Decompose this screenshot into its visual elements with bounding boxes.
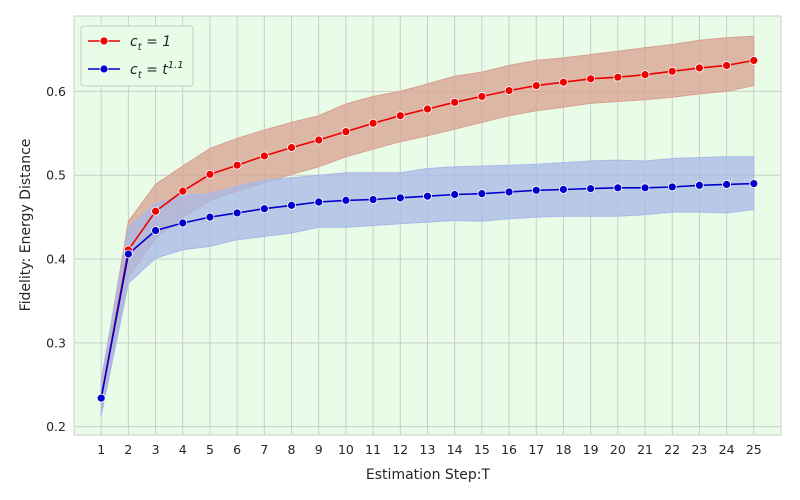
data-point bbox=[314, 197, 324, 207]
data-point bbox=[749, 179, 759, 189]
x-tick-label: 15 bbox=[474, 442, 490, 457]
x-tick-label: 5 bbox=[206, 442, 214, 457]
x-tick-label: 12 bbox=[392, 442, 408, 457]
data-point bbox=[477, 92, 487, 101]
data-point bbox=[341, 195, 351, 205]
legend-swatch-marker bbox=[99, 64, 109, 74]
y-tick-label: 0.3 bbox=[46, 335, 66, 350]
data-point bbox=[531, 81, 541, 90]
x-tick-label: 16 bbox=[501, 442, 517, 457]
x-tick-label: 23 bbox=[691, 442, 707, 457]
plot-frame bbox=[73, 15, 782, 436]
x-tick-label: 21 bbox=[637, 442, 653, 457]
data-point bbox=[477, 189, 487, 199]
x-tick-label: 1 bbox=[97, 442, 105, 457]
data-point bbox=[96, 393, 106, 403]
x-tick-label: 2 bbox=[124, 442, 132, 457]
data-point bbox=[559, 185, 568, 194]
x-tick-label: 24 bbox=[719, 442, 735, 457]
data-point bbox=[423, 104, 432, 114]
legend-label: ct = t1.1 bbox=[130, 60, 184, 81]
data-point bbox=[586, 74, 596, 84]
data-point bbox=[559, 77, 568, 87]
data-point bbox=[504, 86, 514, 95]
data-point bbox=[722, 180, 732, 189]
data-point bbox=[504, 187, 514, 197]
x-tick-label: 4 bbox=[179, 442, 187, 457]
data-point bbox=[123, 249, 133, 259]
data-point bbox=[178, 186, 188, 196]
legend-label: ct = 1 bbox=[130, 34, 171, 53]
data-point bbox=[423, 191, 432, 201]
data-point bbox=[205, 169, 215, 179]
data-point bbox=[368, 118, 378, 128]
data-point bbox=[450, 190, 460, 199]
data-point bbox=[395, 193, 405, 203]
y-tick-labels: 0.2 0.3 0.4 0.5 0.6 bbox=[46, 84, 66, 434]
x-tick-label: 25 bbox=[746, 442, 762, 457]
legend: ct = 1 ct = t1.1 bbox=[80, 25, 194, 87]
data-point bbox=[232, 160, 242, 170]
data-point bbox=[178, 218, 188, 228]
data-point bbox=[695, 180, 704, 190]
x-tick-label: 14 bbox=[447, 442, 463, 457]
y-axis-label: Fidelity: Energy Distance bbox=[18, 139, 34, 312]
y-tick-label: 0.4 bbox=[46, 252, 66, 267]
data-point bbox=[259, 204, 269, 214]
confidence-bands bbox=[100, 35, 755, 416]
data-point bbox=[749, 56, 759, 65]
x-tick-label: 8 bbox=[288, 442, 296, 457]
y-tick-label: 0.5 bbox=[46, 168, 66, 183]
y-tick-label: 0.6 bbox=[46, 84, 66, 99]
data-point bbox=[341, 127, 351, 137]
data-point bbox=[640, 183, 650, 193]
confidence-band-series-1 bbox=[100, 35, 755, 415]
data-point bbox=[613, 183, 623, 193]
x-tick-label: 22 bbox=[664, 442, 680, 457]
x-tick-label: 11 bbox=[365, 442, 381, 457]
x-axis-label: Estimation Step:T bbox=[366, 467, 491, 483]
data-point bbox=[667, 66, 677, 76]
data-point bbox=[205, 212, 215, 222]
x-tick-label: 17 bbox=[528, 442, 544, 457]
data-point bbox=[640, 70, 650, 80]
data-point bbox=[722, 61, 732, 70]
confidence-band-series-2 bbox=[100, 156, 755, 416]
data-point bbox=[287, 143, 296, 152]
data-point bbox=[586, 184, 596, 194]
x-tick-label: 10 bbox=[338, 442, 354, 457]
data-point bbox=[450, 97, 460, 107]
x-tick-label: 6 bbox=[233, 442, 241, 457]
x-tick-label: 18 bbox=[556, 442, 572, 457]
data-point bbox=[287, 200, 296, 210]
x-tick-label: 9 bbox=[315, 442, 323, 457]
x-tick-label: 13 bbox=[420, 442, 436, 457]
series-markers bbox=[96, 56, 759, 403]
data-point bbox=[368, 195, 378, 204]
y-tick-label: 0.2 bbox=[46, 419, 66, 434]
data-point bbox=[667, 182, 677, 192]
data-point bbox=[613, 72, 623, 82]
x-tick-labels: 1 2 3 4 5 6 7 8 9 10 11 12 13 14 15 16 17 18 19 20 21 22 23 24 2… bbox=[97, 442, 762, 457]
x-tick-label: 7 bbox=[260, 442, 268, 457]
x-tick-label: 19 bbox=[583, 442, 599, 457]
data-point bbox=[395, 111, 405, 121]
x-tick-label: 20 bbox=[610, 442, 626, 457]
data-point bbox=[531, 185, 541, 195]
data-point bbox=[259, 151, 269, 161]
x-tick-label: 3 bbox=[152, 442, 160, 457]
data-point bbox=[151, 206, 160, 216]
data-point bbox=[695, 63, 704, 73]
data-point bbox=[232, 208, 242, 218]
legend-swatch-marker bbox=[99, 36, 109, 46]
data-point bbox=[151, 226, 160, 235]
data-point bbox=[314, 135, 324, 145]
